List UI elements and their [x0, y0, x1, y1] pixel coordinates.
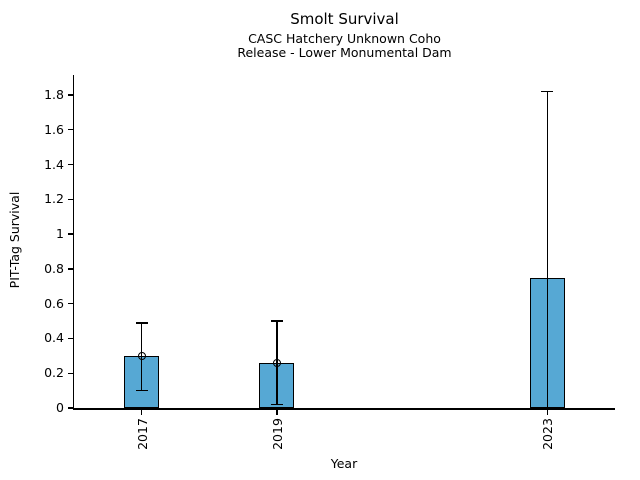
x-tick-label-2019: 2019 [269, 418, 285, 450]
y-tick-0.4 [67, 337, 73, 340]
x-axis-label: Year [330, 456, 358, 471]
x-axis-spine [72, 408, 615, 410]
y-tick-label-0.4: 0.4 [44, 330, 64, 346]
y-tick-label-0.8: 0.8 [44, 260, 64, 276]
error-cap-bottom-2017 [135, 389, 148, 392]
y-tick-0.6 [67, 303, 73, 305]
y-tick-label-1.6: 1.6 [44, 121, 64, 137]
y-tick-1.8 [67, 94, 73, 96]
y-axis-spine [72, 75, 74, 410]
chart-subtitle-line2: Release - Lower Monumental Dam [237, 45, 452, 61]
x-tick-label-2017: 2017 [134, 418, 150, 450]
y-tick-0.2 [67, 372, 73, 374]
chart-subtitle-line1: CASC Hatchery Unknown Coho [248, 30, 441, 46]
chart-title: Smolt Survival [290, 10, 399, 28]
y-tick-0.8 [67, 268, 73, 270]
y-tick-label-0.6: 0.6 [44, 295, 64, 311]
y-tick-0 [67, 407, 73, 409]
y-tick-label-1.4: 1.4 [44, 156, 64, 172]
x-tick-2017 [140, 409, 143, 415]
error-cap-top-2017 [135, 322, 148, 324]
point-marker-2019 [272, 358, 281, 367]
error-cap-bottom-2019 [270, 403, 283, 406]
error-cap-top-2019 [270, 320, 283, 322]
y-tick-label-1.2: 1.2 [44, 191, 64, 207]
error-bar-2023 [546, 91, 549, 408]
y-tick-1.4 [67, 163, 73, 166]
chart-header: Smolt Survival CASC Hatchery Unknown Coh… [74, 10, 615, 61]
x-tick-2023 [546, 409, 549, 415]
y-tick-label-1.8: 1.8 [44, 86, 64, 102]
y-tick-1 [67, 233, 73, 235]
x-tick-label-2023: 2023 [539, 418, 555, 450]
y-tick-1.2 [67, 198, 73, 200]
y-tick-label-1: 1 [56, 226, 64, 242]
y-tick-label-0: 0 [56, 400, 64, 415]
point-marker-2017 [137, 351, 146, 360]
y-tick-label-0.2: 0.2 [44, 365, 64, 381]
x-tick-2019 [276, 409, 278, 415]
y-tick-1.6 [67, 129, 73, 131]
error-cap-top-2023 [541, 90, 554, 93]
